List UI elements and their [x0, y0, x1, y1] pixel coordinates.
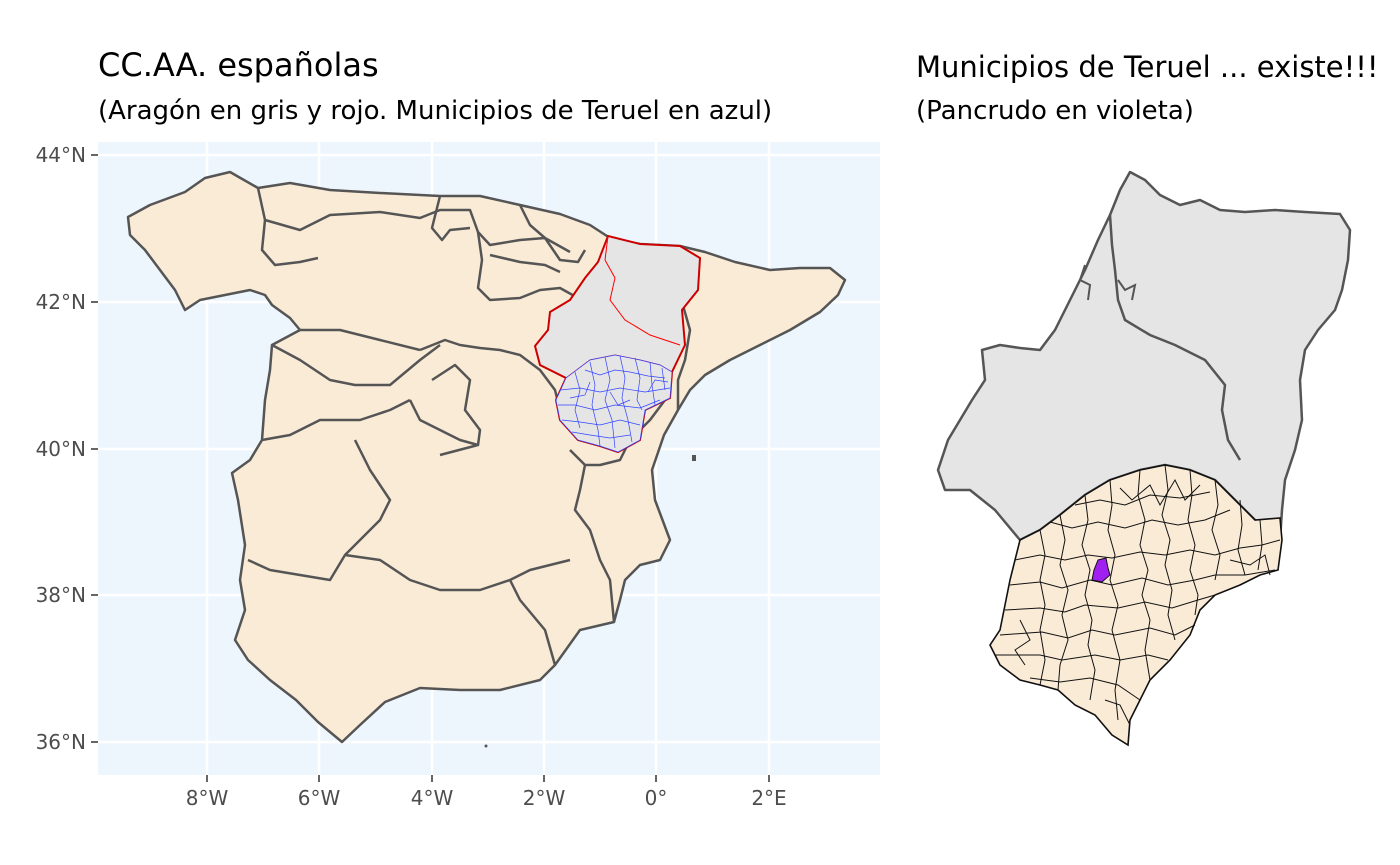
right-map-title: Municipios de Teruel ... existe!!!: [916, 50, 1379, 84]
right-map-subtitle: (Pancrudo en violeta): [916, 96, 1194, 126]
x-tick-label: 4°W: [411, 786, 454, 810]
province-border-detail: [1108, 214, 1242, 461]
y-tick-label: 40°N: [36, 437, 86, 461]
left-map-title: CC.AA. españolas: [98, 46, 379, 84]
y-tick-label: 38°N: [36, 583, 86, 607]
pancrudo-highlight: [1091, 557, 1111, 583]
left-map-subtitle: (Aragón en gris y rojo. Municipios de Te…: [98, 96, 773, 126]
left-map: 44°N 42°N 40°N 38°N 36°N 8°W 6°W 4°W 2°W…: [36, 142, 880, 810]
y-tick-label: 44°N: [36, 143, 86, 167]
x-tick-label: 2°W: [523, 786, 566, 810]
aragon-province-border: [604, 235, 681, 346]
right-map: [936, 170, 1352, 747]
x-tick-label: 0°: [645, 786, 668, 810]
y-tick-label: 36°N: [36, 730, 86, 754]
x-tick-label: 6°W: [298, 786, 341, 810]
x-tick-label: 8°W: [186, 786, 229, 810]
teruel-municipality-borders: [995, 464, 1281, 726]
x-tick-label: 2°E: [751, 786, 786, 810]
ccaa-borders: [247, 187, 692, 666]
island-mark: [692, 455, 696, 461]
teruel-municipalities-mesh: [555, 354, 673, 453]
left-map-tick-marks: [91, 154, 770, 782]
y-tick-label: 42°N: [36, 290, 86, 314]
alboran-mark: [484, 744, 488, 748]
navarra-enclave-border: [1078, 264, 1092, 301]
enclave-border: [1117, 279, 1137, 301]
